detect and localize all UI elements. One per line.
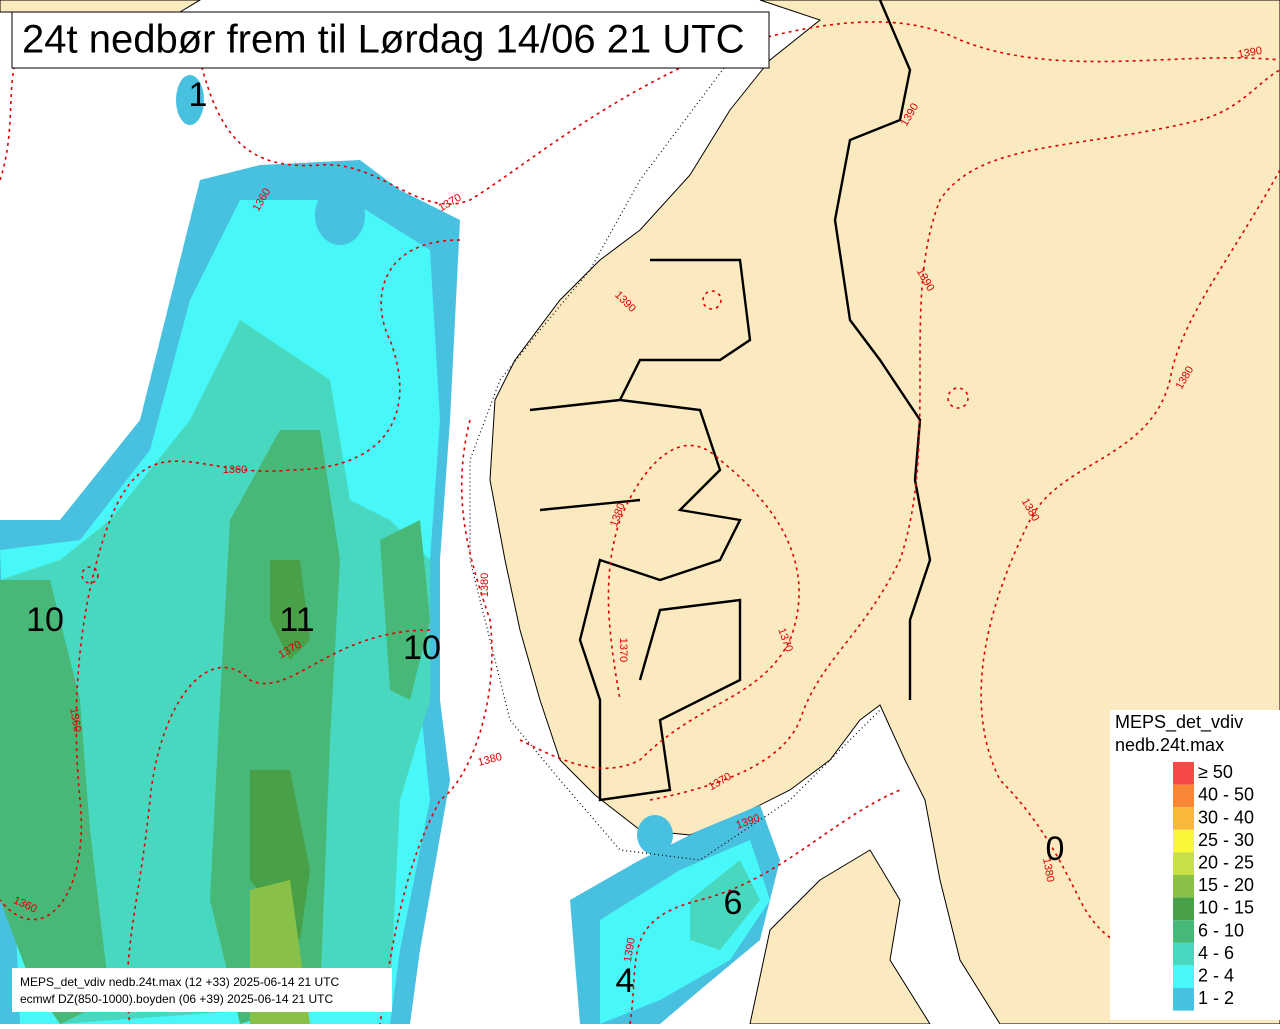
precip-label: 1: [189, 76, 208, 114]
precip-area: [0, 430, 430, 1024]
title-box: [11, 11, 770, 69]
contour-label: 1370: [436, 192, 463, 215]
region-border: [529, 0, 932, 802]
precip-label: 11: [279, 601, 314, 639]
contour-label: 1380: [477, 751, 504, 769]
legend-title: nedb.24t.max: [1115, 735, 1224, 755]
legend-swatch: [1173, 875, 1194, 898]
precip-area: [315, 185, 365, 245]
legend-swatch: [1173, 807, 1194, 830]
legend-label: 40 - 50: [1198, 785, 1254, 805]
contour-label: 1360: [67, 707, 83, 733]
contour: [81, 566, 99, 584]
legend-label: 1 - 2: [1198, 988, 1234, 1008]
legend-swatch: [1173, 942, 1194, 966]
land: [0, 0, 201, 13]
legend-label: 2 - 4: [1198, 965, 1234, 985]
legend-swatch: [1173, 965, 1194, 988]
legend-label: 15 - 20: [1198, 875, 1254, 895]
contour: [947, 387, 969, 409]
precip-area: [690, 860, 760, 950]
legend-swatch: [1173, 784, 1194, 808]
precip-area: [176, 75, 204, 125]
precip-label: 4: [616, 962, 635, 1000]
legend-swatch: [1173, 920, 1194, 943]
contour-label: 1390: [1237, 45, 1263, 61]
contour-label: 1390: [622, 937, 638, 963]
contour: [702, 290, 722, 310]
contour-label: 1370: [617, 638, 629, 662]
precip-area: [250, 560, 310, 940]
legend-box: [1110, 710, 1280, 1020]
contour: [379, 419, 493, 1025]
legend-swatch: [1173, 988, 1194, 1011]
legend-label: 4 - 6: [1198, 943, 1234, 963]
precip-label: 10: [26, 601, 64, 639]
contour-label: 1380: [479, 573, 491, 597]
precip-label: 6: [724, 884, 743, 922]
footer-line: ecmwf DZ(850-1000).boyden (06 +39) 2025-…: [20, 992, 334, 1006]
legend-label: 6 - 10: [1198, 920, 1244, 940]
legend-label: ≥ 50: [1198, 762, 1233, 782]
land: [489, 0, 1280, 1025]
footer-line: MEPS_det_vdiv nedb.24t.max (12 +33) 2025…: [20, 975, 340, 989]
legend-title: MEPS_det_vdiv: [1115, 712, 1243, 733]
contour: [980, 169, 1280, 954]
legend-label: 25 - 30: [1198, 830, 1254, 850]
precip-label: 10: [403, 629, 441, 667]
legend-swatch: [1173, 829, 1194, 853]
precip-area: [637, 815, 673, 855]
legend-swatch: [1173, 762, 1194, 785]
contour: [0, 239, 461, 921]
footer-box: [12, 968, 392, 1012]
contour: [629, 789, 901, 1025]
legend-swatch: [1173, 852, 1194, 875]
title: 24t nedbør frem til Lørdag 14/06 21 UTC: [22, 18, 745, 62]
contour: [519, 444, 800, 769]
contour-label: 1360: [223, 464, 247, 476]
precip-label: 0: [1046, 830, 1065, 868]
land: [749, 849, 931, 1025]
legend-label: 10 - 15: [1198, 898, 1254, 918]
contour-label: 1380: [1040, 857, 1056, 883]
contour: [649, 69, 1280, 801]
legend-swatch: [1173, 897, 1194, 921]
legend-label: 20 - 25: [1198, 852, 1254, 872]
legend-label: 30 - 40: [1198, 807, 1254, 827]
